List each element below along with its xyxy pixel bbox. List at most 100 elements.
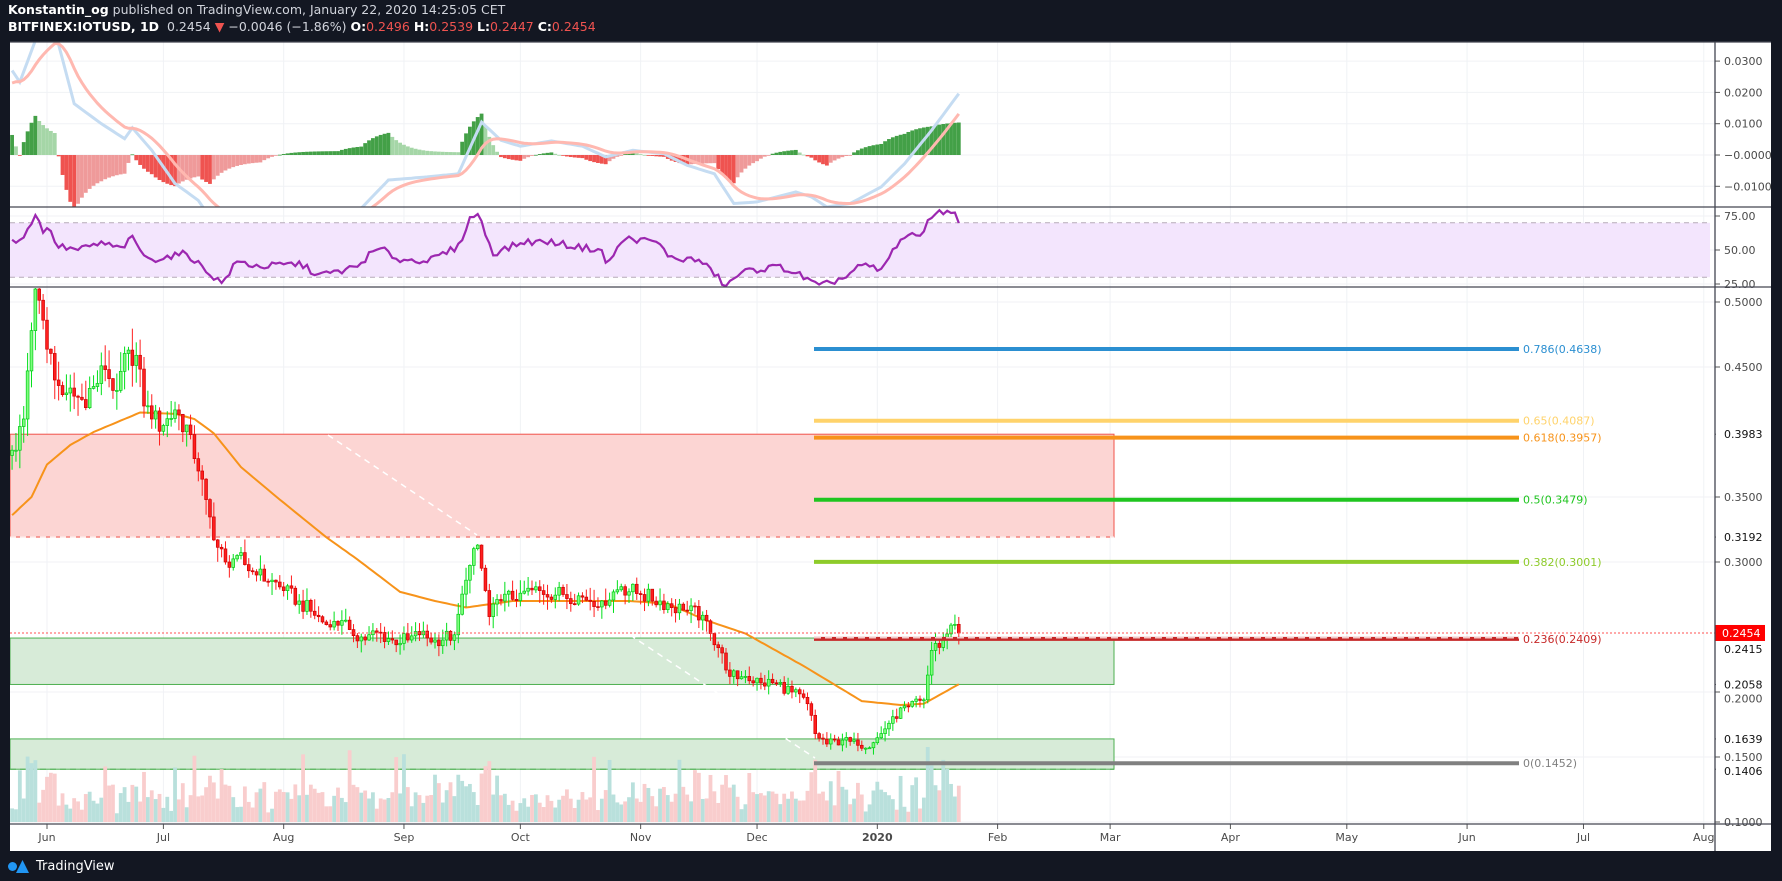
candle-body (545, 594, 550, 598)
candle-down (316, 606, 321, 623)
candle-down (801, 689, 806, 700)
volume-bar (502, 793, 507, 822)
volume-bar (33, 760, 38, 822)
macd-histogram-bar (386, 132, 391, 155)
candle-up (118, 352, 123, 393)
candle-down (200, 465, 204, 496)
volume-bar (409, 806, 414, 822)
candle-down (650, 588, 655, 606)
candle-body (607, 599, 612, 606)
volume-bar (650, 796, 655, 822)
candle-body (64, 392, 69, 395)
author-name[interactable]: Konstantin_og (8, 2, 109, 17)
candle-up (700, 611, 705, 631)
macd-histogram-bar (817, 155, 822, 163)
macd-histogram-bar (37, 120, 42, 155)
macd-histogram-bar (64, 155, 69, 190)
candle-body (375, 630, 379, 633)
candle-body (875, 737, 880, 744)
macd-histogram-bar (355, 146, 360, 155)
candle-down (437, 634, 441, 657)
macd-histogram-bar (138, 155, 143, 165)
candle-body (592, 600, 596, 607)
candle-body (359, 636, 364, 642)
candle-up (146, 390, 150, 414)
candle-up (619, 583, 623, 592)
macd-histogram-bar (242, 155, 247, 165)
macd-histogram-bar (436, 151, 441, 155)
candle-body (37, 288, 41, 301)
macd-histogram-bar (149, 155, 154, 175)
macd-histogram-bar (60, 155, 65, 175)
candle-body (852, 739, 856, 742)
macd-histogram-bar (188, 155, 193, 179)
candle-body (231, 558, 235, 568)
candle-down (111, 377, 115, 399)
macd-histogram-bar (134, 155, 139, 161)
macd-histogram-bar (918, 128, 922, 155)
macd-histogram-bar (956, 122, 961, 155)
fib-level-label: 0.382(0.3001) (1523, 556, 1602, 569)
open-label: O: (350, 19, 367, 34)
candle-down (580, 592, 585, 604)
candle-down (545, 584, 550, 610)
volume-bar (239, 806, 243, 822)
macd-histogram-bar (700, 155, 705, 164)
candle-body (382, 632, 387, 642)
macd-histogram-bar (157, 155, 162, 181)
volume-bar (700, 798, 705, 822)
volume-bar (572, 807, 577, 822)
candle-body (863, 747, 868, 750)
volume-bar (17, 770, 22, 822)
candle-body (778, 682, 783, 684)
candle-up (627, 588, 631, 604)
candle-up (285, 583, 290, 600)
macd-histogram-bar (227, 155, 232, 169)
current-price-label: 0.2454 (1722, 627, 1761, 640)
macd-histogram-bar (184, 155, 189, 180)
candle-up (398, 634, 402, 655)
candle-body (10, 449, 14, 456)
candle-up (898, 706, 903, 720)
volume-bar (242, 786, 247, 822)
candle-down (208, 498, 212, 529)
brand-name[interactable]: TradingView (36, 859, 115, 874)
candle-body (487, 590, 492, 617)
symbol-label[interactable]: BITFINEX:IOTUSD, 1D (8, 19, 160, 34)
macd-histogram-bar (650, 155, 655, 156)
candle-up (305, 588, 309, 615)
volume-bar (161, 807, 166, 822)
rsi-pane[interactable] (10, 208, 1710, 287)
macd-histogram-bar (634, 153, 639, 155)
candle-up (472, 546, 476, 575)
candle-down (832, 734, 837, 743)
macd-histogram-bar (200, 155, 205, 180)
candle-up (732, 669, 736, 684)
macd-pane[interactable] (10, 30, 961, 230)
macd-histogram-bar (196, 155, 201, 177)
macd-histogram-bar (704, 155, 709, 164)
price-pane[interactable]: 0.786(0.4638) 0.65(0.4087) 0.618(0.3957) 0.… (10, 269, 1715, 822)
candle-body (448, 630, 453, 641)
macd-histogram-bar (522, 155, 527, 159)
volume-bar (413, 792, 418, 822)
candle-body (107, 369, 111, 379)
candle-up (953, 614, 957, 630)
macd-histogram-bar (925, 126, 930, 155)
macd-histogram-bar (429, 151, 434, 155)
candle-up (840, 733, 845, 752)
candle-body (293, 587, 298, 605)
candle-body (289, 585, 294, 589)
volume-bar (658, 788, 662, 822)
candle-up (134, 342, 138, 383)
macd-histogram-bar (793, 149, 798, 155)
candle-body (906, 705, 911, 708)
candle-up (922, 697, 926, 709)
candle-down (192, 425, 197, 464)
candle-up (506, 589, 511, 607)
candle-down (72, 372, 76, 410)
volume-bar (184, 807, 189, 822)
candle-down (320, 615, 325, 624)
candle-body (611, 591, 616, 601)
